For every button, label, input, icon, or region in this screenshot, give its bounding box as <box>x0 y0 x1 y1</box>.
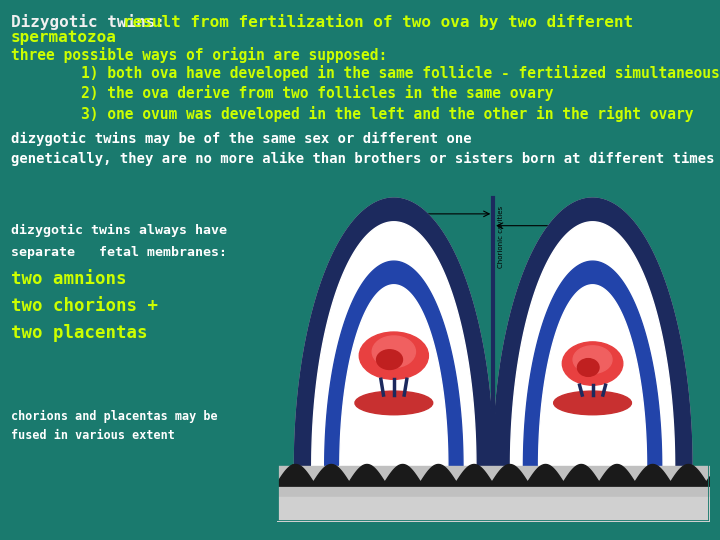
Polygon shape <box>325 261 463 466</box>
Text: two placentas: two placentas <box>11 324 148 342</box>
Polygon shape <box>510 222 675 466</box>
Text: three possible ways of origin are supposed:: three possible ways of origin are suppos… <box>11 47 387 63</box>
Polygon shape <box>493 198 692 466</box>
Text: two amnions: two amnions <box>11 270 126 288</box>
Text: b): b) <box>688 504 696 513</box>
Text: 2) the ova derive from two follicles in the same ovary: 2) the ova derive from two follicles in … <box>11 85 553 102</box>
Polygon shape <box>539 285 647 466</box>
Text: result from fertilization of two ova by two different: result from fertilization of two ova by … <box>123 14 634 30</box>
Text: dizygotic twins always have: dizygotic twins always have <box>11 224 227 237</box>
Text: separate   fetal membranes:: separate fetal membranes: <box>11 246 227 259</box>
Text: Secondary fusion
of placentae: Secondary fusion of placentae <box>431 472 493 502</box>
Ellipse shape <box>359 332 428 379</box>
Text: two chorions +: two chorions + <box>11 297 158 315</box>
Text: 1) both ova have developed in the same follicle - fertilized simultaneously: 1) both ova have developed in the same f… <box>11 65 720 81</box>
Text: genetically, they are no more alike than brothers or sisters born at different t: genetically, they are no more alike than… <box>11 152 714 166</box>
Text: fused in various extent: fused in various extent <box>11 429 175 442</box>
Ellipse shape <box>377 350 402 369</box>
Polygon shape <box>493 198 692 466</box>
Ellipse shape <box>554 391 631 415</box>
Text: Chorionic cavities: Chorionic cavities <box>498 206 503 268</box>
Text: dizygotic twins may be of the same sex or different one: dizygotic twins may be of the same sex o… <box>11 132 472 146</box>
Ellipse shape <box>573 346 612 373</box>
Ellipse shape <box>355 391 433 415</box>
Ellipse shape <box>577 359 599 376</box>
Polygon shape <box>312 222 476 466</box>
Text: spermatozoa: spermatozoa <box>11 30 117 45</box>
Text: chorions and placentas may be: chorions and placentas may be <box>11 410 217 423</box>
Polygon shape <box>340 285 448 466</box>
Polygon shape <box>523 261 662 466</box>
Polygon shape <box>294 198 493 466</box>
Text: 3) one ovum was developed in the left and the other in the right ovary: 3) one ovum was developed in the left an… <box>11 106 693 122</box>
Ellipse shape <box>562 342 623 385</box>
Text: Dizygotic twins:: Dizygotic twins: <box>11 14 174 30</box>
Polygon shape <box>294 198 493 466</box>
Ellipse shape <box>372 336 415 368</box>
Text: Amniotic
cavities: Amniotic cavities <box>298 406 372 490</box>
